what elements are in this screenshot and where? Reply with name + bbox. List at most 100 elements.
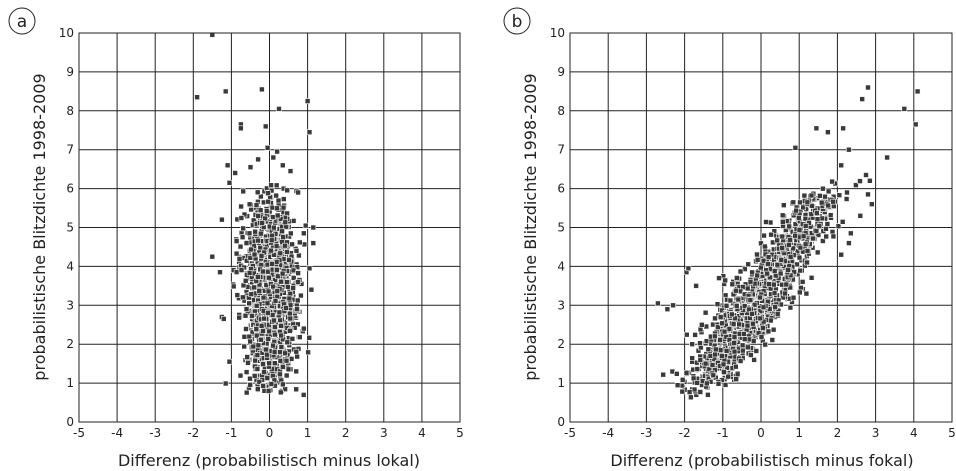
- scatter-point: [238, 203, 244, 210]
- scatter-point: [747, 278, 754, 285]
- scatter-point: [801, 192, 808, 199]
- scatter-point: [240, 188, 246, 195]
- x-tick-label: -1: [225, 426, 237, 440]
- scatter-point: [847, 230, 854, 237]
- scatter-point: [243, 240, 250, 246]
- scatter-point: [867, 178, 873, 184]
- scatter-point: [823, 233, 830, 240]
- scatter-point: [226, 358, 233, 365]
- scatter-point: [830, 233, 837, 240]
- scatter-point: [787, 254, 794, 260]
- scatter-point: [683, 369, 690, 376]
- scatter-point: [717, 314, 724, 321]
- x-tick-label: -3: [149, 426, 161, 440]
- scatter-point: [802, 223, 809, 229]
- scatter-point: [790, 199, 797, 206]
- scatter-point: [280, 204, 287, 211]
- scatter-point: [758, 334, 765, 340]
- scatter-point: [774, 237, 781, 244]
- scatter-point: [258, 230, 264, 237]
- scatter-point: [295, 189, 301, 196]
- scatter-point: [300, 392, 307, 398]
- scatter-point: [728, 311, 735, 318]
- scatter-point: [258, 322, 265, 329]
- scatter-point: [793, 207, 800, 214]
- scatter-point: [241, 211, 248, 218]
- scatter-point: [262, 215, 269, 222]
- scatter-point: [274, 148, 280, 155]
- scatter-point: [705, 346, 712, 353]
- scatter-point: [310, 240, 317, 246]
- scatter-point: [295, 279, 301, 285]
- scatter-point: [712, 315, 718, 322]
- scatter-point: [765, 254, 772, 260]
- scatter-point: [277, 357, 284, 364]
- scatter-point: [839, 219, 846, 225]
- scatter-point: [914, 88, 921, 95]
- scatter-point: [252, 228, 258, 235]
- scatter-point: [258, 193, 264, 200]
- scatter-point: [259, 86, 265, 93]
- scatter-point: [823, 226, 829, 232]
- scatter-point: [287, 315, 294, 322]
- scatter-point: [798, 284, 804, 291]
- scatter-point: [697, 326, 704, 333]
- scatter-point: [803, 259, 810, 266]
- scatter-point: [790, 245, 796, 252]
- scatter-point: [754, 251, 760, 258]
- scatter-point: [825, 202, 831, 209]
- scatter-point: [265, 336, 272, 342]
- scatter-point: [769, 337, 776, 343]
- scatter-point: [731, 340, 738, 346]
- scatter-point: [796, 227, 803, 233]
- scatter-point: [255, 213, 261, 219]
- scatter-point: [694, 380, 701, 386]
- scatter-point: [689, 355, 696, 362]
- scatter-point: [283, 305, 289, 311]
- scatter-point: [260, 361, 266, 368]
- scatter-point: [233, 269, 240, 275]
- scatter-point: [253, 326, 260, 332]
- scatter-point: [783, 281, 790, 288]
- scatter-point: [277, 216, 284, 222]
- scatter-point: [824, 221, 831, 227]
- scatter-point: [255, 237, 261, 244]
- scatter-point: [751, 301, 758, 308]
- scatter-point: [709, 362, 716, 368]
- scatter-point: [751, 357, 757, 363]
- scatter-point: [819, 215, 826, 222]
- scatter-point: [310, 224, 317, 231]
- scatter-point: [236, 314, 242, 321]
- scatter-point: [679, 376, 686, 383]
- scatter-point: [245, 360, 251, 366]
- scatter-point: [287, 168, 294, 174]
- scatter-point: [733, 287, 739, 294]
- scatter-point: [293, 368, 300, 375]
- scatter-point: [792, 232, 799, 239]
- scatter-point: [222, 380, 229, 387]
- scatter-point: [771, 290, 778, 296]
- scatter-point: [750, 320, 756, 327]
- scatter-point: [901, 106, 908, 112]
- scatter-point: [725, 373, 732, 380]
- y-tick-label: 0: [66, 415, 74, 429]
- scatter-point: [270, 214, 276, 220]
- scatter-point: [795, 215, 802, 221]
- scatter-point: [286, 310, 293, 317]
- scatter-point: [688, 394, 694, 401]
- scatter-point: [760, 325, 766, 331]
- scatter-point: [261, 369, 267, 375]
- scatter-point: [257, 207, 264, 213]
- scatter-point: [260, 383, 266, 389]
- scatter-point: [771, 281, 777, 288]
- scatter-point: [721, 328, 728, 335]
- scatter-point: [244, 354, 250, 360]
- scatter-point: [771, 228, 778, 234]
- scatter-point: [770, 326, 777, 333]
- scatter-point: [265, 274, 272, 281]
- scatter-point: [246, 230, 253, 237]
- scatter-point: [278, 332, 285, 339]
- scatter-point: [689, 341, 696, 348]
- scatter-point: [727, 297, 734, 304]
- scatter-point: [285, 366, 292, 373]
